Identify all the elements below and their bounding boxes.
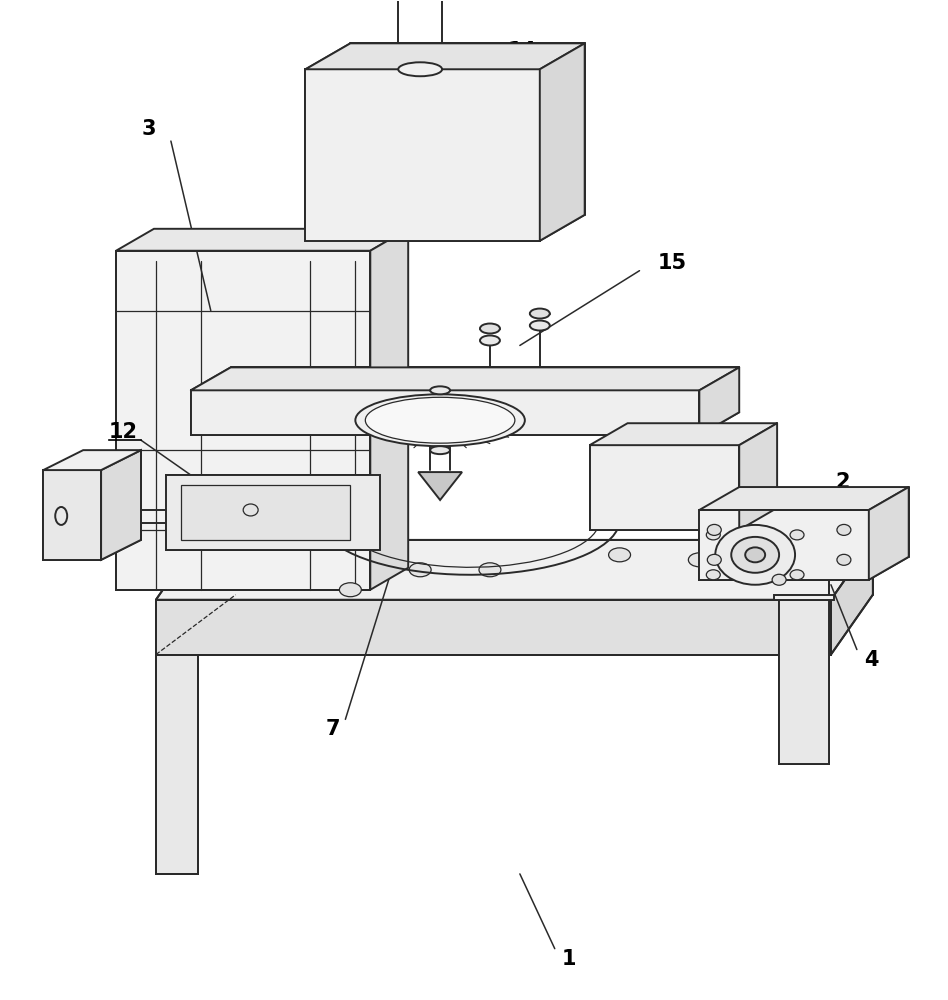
Polygon shape — [44, 450, 141, 470]
Ellipse shape — [530, 309, 550, 319]
Polygon shape — [831, 540, 873, 655]
Polygon shape — [418, 472, 462, 500]
Ellipse shape — [745, 547, 765, 562]
Polygon shape — [371, 229, 409, 590]
Ellipse shape — [731, 537, 779, 573]
Polygon shape — [155, 655, 198, 874]
Text: 12: 12 — [108, 422, 137, 442]
Ellipse shape — [609, 548, 630, 562]
Ellipse shape — [365, 397, 515, 443]
Polygon shape — [155, 540, 873, 600]
Polygon shape — [44, 470, 101, 560]
Ellipse shape — [480, 335, 500, 345]
Polygon shape — [700, 367, 739, 435]
Ellipse shape — [808, 548, 830, 562]
Polygon shape — [539, 43, 585, 241]
Ellipse shape — [430, 446, 450, 454]
Ellipse shape — [430, 386, 450, 394]
Polygon shape — [116, 229, 409, 251]
Polygon shape — [305, 69, 539, 241]
Polygon shape — [155, 600, 831, 655]
Polygon shape — [700, 510, 868, 580]
Polygon shape — [590, 423, 777, 445]
Ellipse shape — [790, 570, 804, 580]
Ellipse shape — [706, 530, 720, 540]
Text: 15: 15 — [658, 253, 686, 273]
Ellipse shape — [530, 321, 550, 330]
Polygon shape — [191, 367, 739, 390]
Ellipse shape — [837, 554, 851, 565]
Text: 2: 2 — [835, 472, 849, 492]
Text: 14: 14 — [508, 41, 537, 61]
Polygon shape — [590, 445, 739, 530]
Polygon shape — [166, 475, 380, 550]
Polygon shape — [868, 487, 909, 580]
Text: 19: 19 — [55, 468, 83, 488]
Ellipse shape — [790, 530, 804, 540]
Polygon shape — [779, 600, 829, 764]
Ellipse shape — [339, 583, 361, 597]
Ellipse shape — [707, 554, 721, 565]
Ellipse shape — [410, 563, 431, 577]
Polygon shape — [700, 487, 909, 510]
Polygon shape — [305, 43, 585, 69]
Text: 1: 1 — [562, 949, 576, 969]
Text: 5: 5 — [667, 380, 682, 400]
Ellipse shape — [837, 524, 851, 535]
Ellipse shape — [356, 394, 525, 446]
Polygon shape — [116, 251, 371, 590]
Ellipse shape — [55, 507, 67, 525]
Ellipse shape — [772, 574, 786, 585]
Polygon shape — [181, 485, 351, 540]
Ellipse shape — [716, 525, 795, 585]
Polygon shape — [101, 450, 141, 560]
Ellipse shape — [706, 570, 720, 580]
Text: 3: 3 — [141, 119, 156, 139]
Polygon shape — [739, 423, 777, 530]
Ellipse shape — [707, 524, 721, 535]
Ellipse shape — [479, 563, 501, 577]
Ellipse shape — [398, 62, 442, 76]
Ellipse shape — [688, 553, 710, 567]
Polygon shape — [775, 595, 834, 600]
Text: 7: 7 — [325, 719, 339, 739]
Polygon shape — [191, 390, 700, 435]
Ellipse shape — [480, 324, 500, 333]
Text: 4: 4 — [864, 650, 879, 670]
Ellipse shape — [738, 568, 760, 582]
